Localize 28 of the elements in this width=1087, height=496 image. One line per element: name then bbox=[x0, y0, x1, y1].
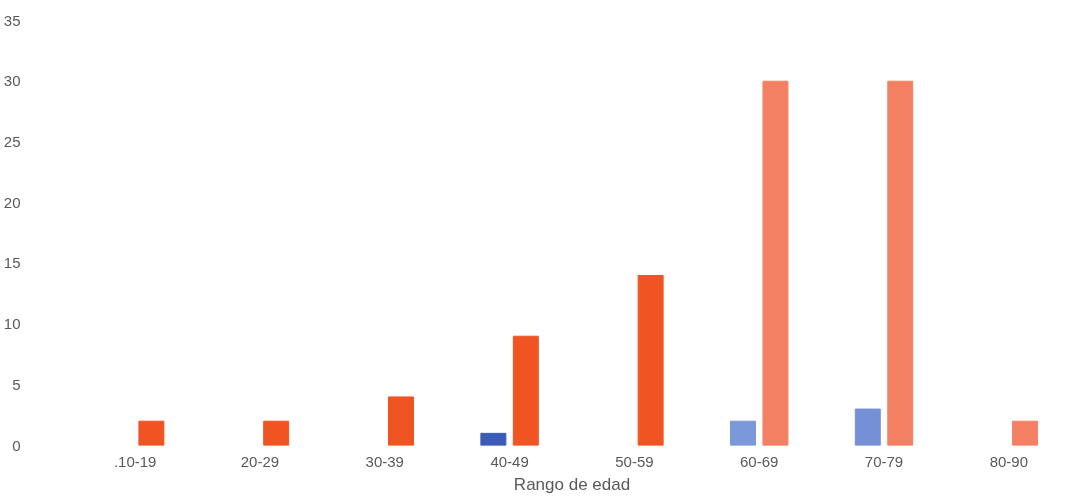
bar bbox=[730, 420, 756, 446]
x-tick-label: 20-29 bbox=[240, 452, 280, 470]
x-tick-label: 30-39 bbox=[365, 452, 404, 470]
y-tick-label: 10 bbox=[3, 315, 21, 333]
y-tick-label: 0 bbox=[12, 436, 21, 454]
x-tick-label: 60-69 bbox=[740, 452, 779, 470]
bar bbox=[1012, 420, 1039, 446]
y-tick-label: 15 bbox=[3, 254, 21, 272]
bar bbox=[263, 420, 290, 446]
bar bbox=[388, 396, 414, 446]
bar bbox=[138, 420, 165, 446]
x-tick-label: 80-90 bbox=[989, 452, 1029, 470]
x-axis-title: Rango de edad bbox=[513, 474, 631, 494]
y-tick-label: 35 bbox=[3, 11, 21, 29]
y-tick-label: 25 bbox=[3, 132, 21, 150]
bar bbox=[762, 80, 789, 446]
bar bbox=[480, 432, 507, 446]
y-tick-label: 30 bbox=[3, 72, 21, 90]
x-tick-label: 50-59 bbox=[615, 452, 654, 470]
x-tick-label: 40-49 bbox=[490, 452, 529, 470]
y-tick-label: 20 bbox=[3, 193, 21, 211]
y-tick-label: 5 bbox=[12, 375, 21, 393]
bar bbox=[854, 408, 881, 446]
x-tick-label: 70-79 bbox=[864, 452, 904, 470]
x-tick-label: .10-19 bbox=[113, 452, 157, 470]
bar bbox=[512, 335, 539, 446]
bar bbox=[887, 80, 914, 446]
bar bbox=[637, 275, 664, 446]
